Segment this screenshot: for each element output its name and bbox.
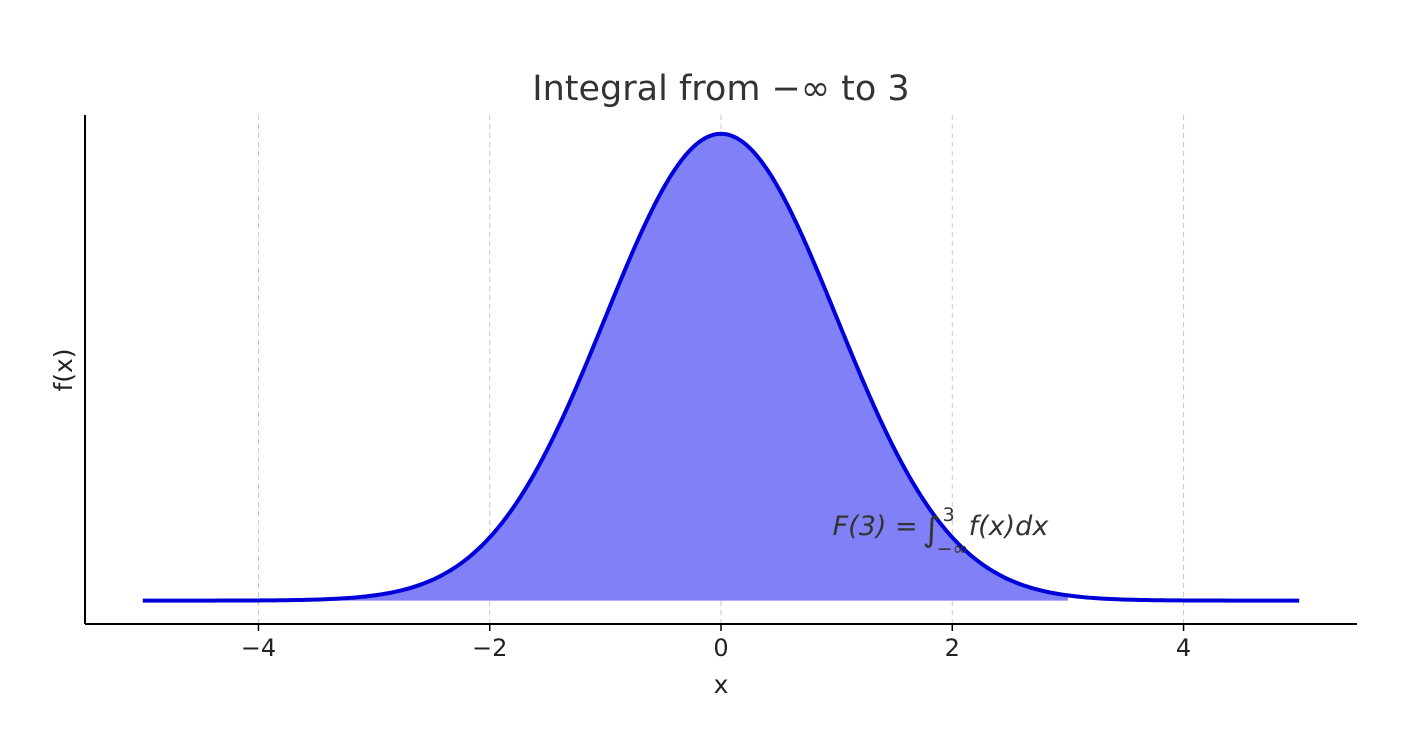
x-ticks: −4 −2 0 2 4 bbox=[241, 624, 1191, 662]
annotation-prefix: F(3) = bbox=[833, 511, 918, 542]
x-axis-label: x bbox=[714, 670, 729, 699]
shaded-area-layer bbox=[142, 133, 1068, 601]
chart-title: Integral from −∞ to 3 bbox=[532, 69, 909, 109]
y-axis-label: f(x) bbox=[49, 348, 78, 391]
annotation-upper-limit: 3 bbox=[943, 504, 955, 526]
x-tick-label: 2 bbox=[945, 634, 960, 662]
x-tick-label: −4 bbox=[241, 634, 276, 662]
x-tick-label: −2 bbox=[472, 634, 507, 662]
pdf-curve bbox=[142, 131, 1300, 603]
annotation-suffix: f(x)dx bbox=[969, 511, 1050, 542]
integral-annotation: F(3) = ∫ 3 −∞f(x)dx bbox=[833, 504, 1050, 560]
annotation-integral-sign: ∫ bbox=[923, 510, 941, 550]
curve-layer bbox=[142, 131, 1300, 603]
annotation-lower-limit: −∞ bbox=[937, 538, 969, 560]
shaded-integral-area bbox=[142, 133, 1068, 601]
x-tick-label: 0 bbox=[713, 634, 728, 662]
x-tick-label: 4 bbox=[1176, 634, 1191, 662]
